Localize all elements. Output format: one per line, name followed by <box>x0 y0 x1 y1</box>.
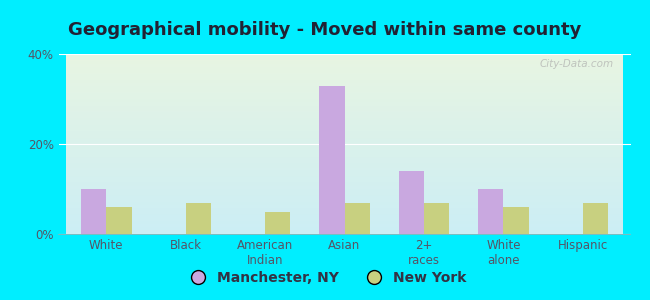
Bar <box>398 171 424 234</box>
Bar <box>81 189 106 234</box>
Bar <box>106 207 131 234</box>
Bar <box>344 202 370 234</box>
Legend: Manchester, NY, New York: Manchester, NY, New York <box>178 265 472 290</box>
Bar <box>503 207 529 234</box>
Bar <box>319 85 344 234</box>
Bar <box>186 202 211 234</box>
Text: City-Data.com: City-Data.com <box>540 59 614 69</box>
Text: Geographical mobility - Moved within same county: Geographical mobility - Moved within sam… <box>68 21 582 39</box>
Bar <box>424 202 449 234</box>
Bar <box>265 212 291 234</box>
Bar <box>478 189 503 234</box>
Bar <box>583 202 608 234</box>
